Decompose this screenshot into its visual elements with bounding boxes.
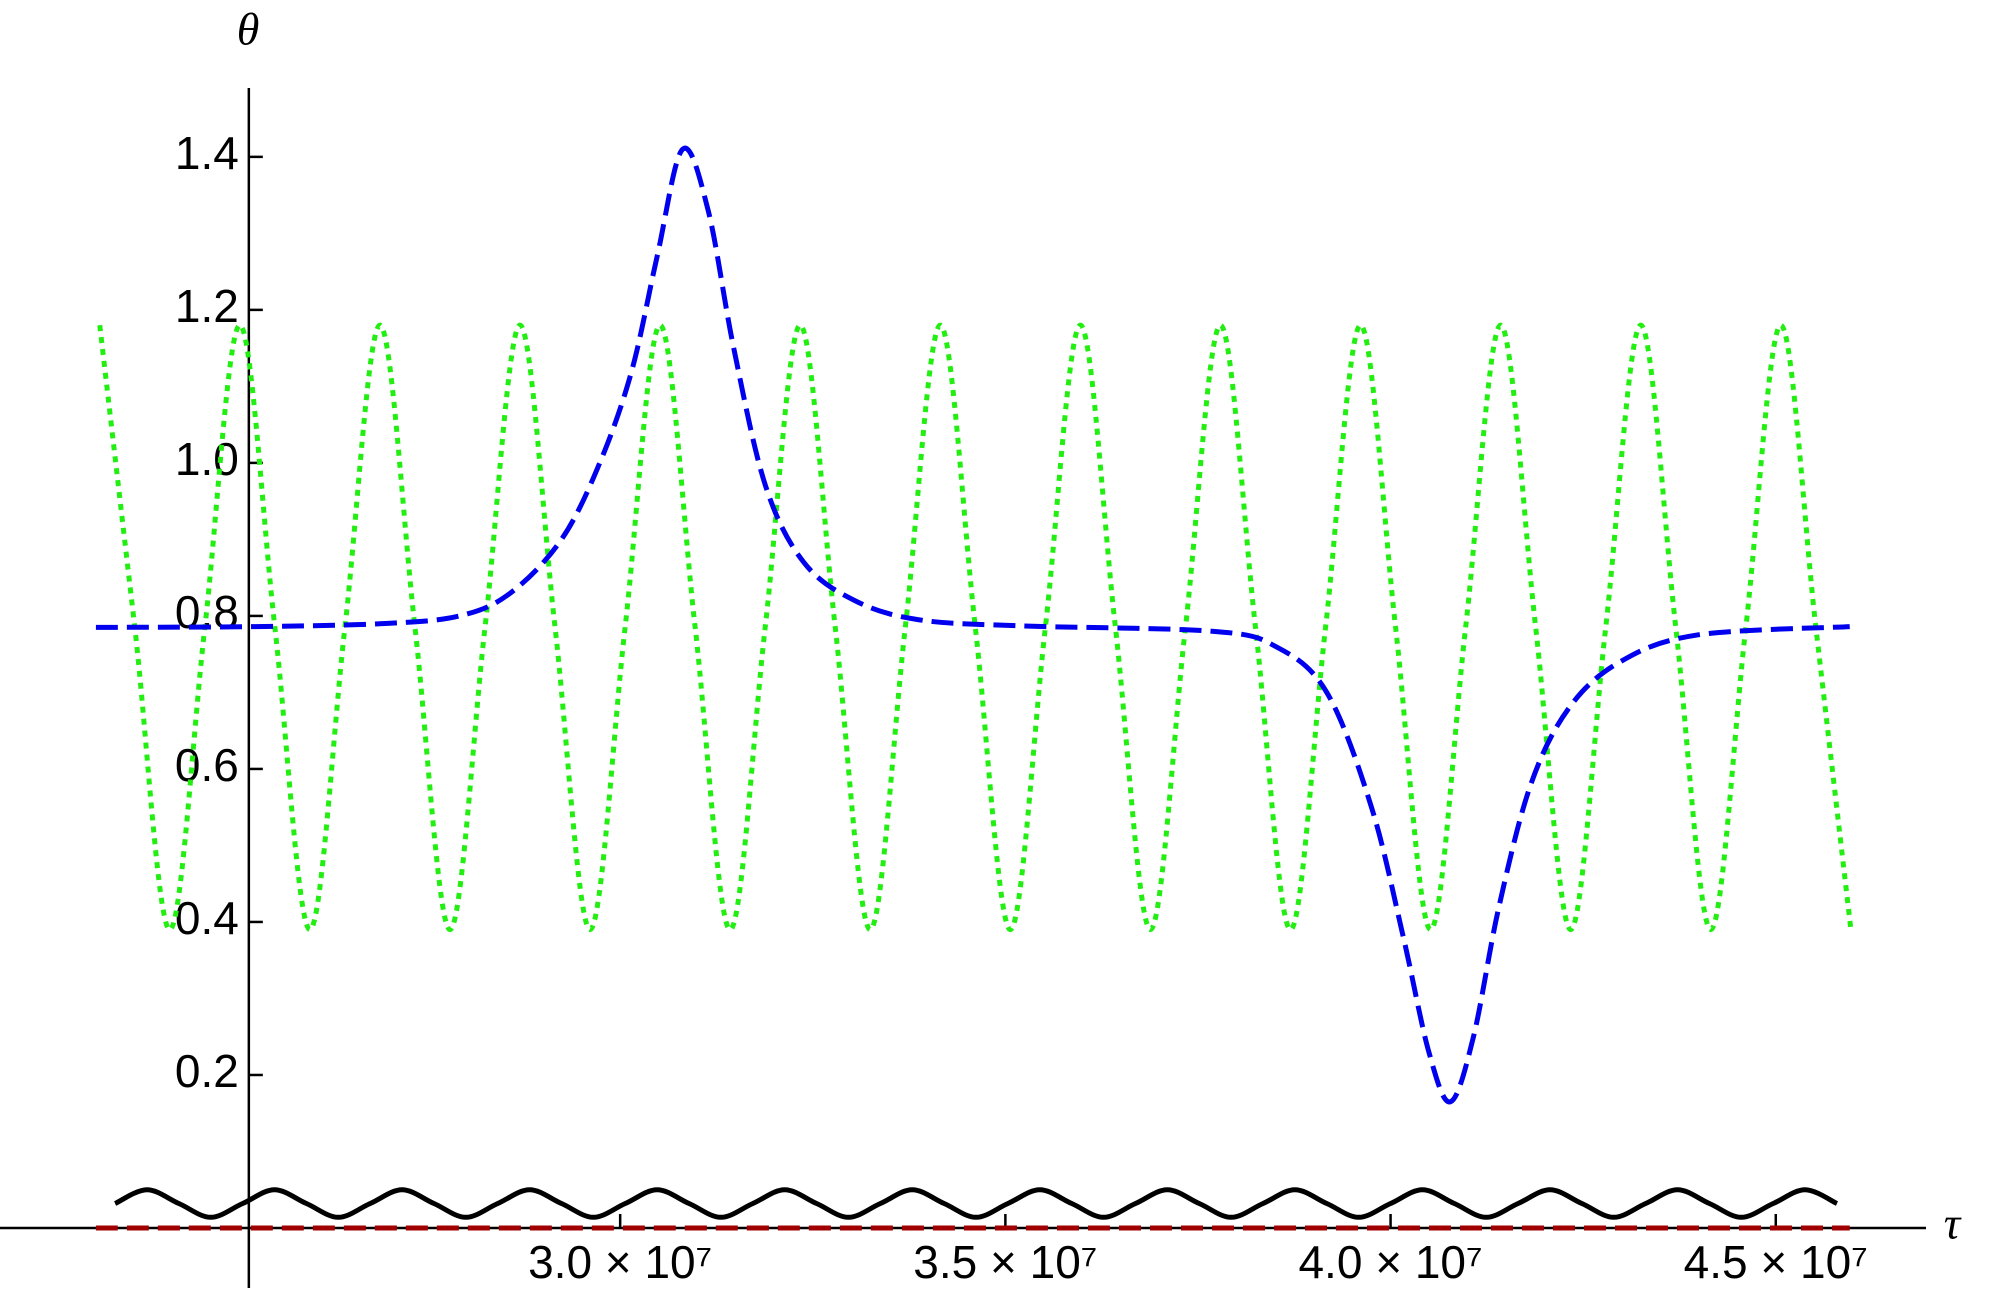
x-axis-label: τ bbox=[1944, 1198, 1962, 1249]
x-tick-label: 4.5 × 10⁷ bbox=[1684, 1236, 1868, 1288]
y-tick-label: 1.4 bbox=[175, 127, 239, 179]
x-tick-label: 3.5 × 10⁷ bbox=[913, 1236, 1097, 1288]
y-tick-label: 1.0 bbox=[175, 433, 239, 485]
series-line bbox=[95, 145, 1850, 1105]
y-tick-label: 0.2 bbox=[175, 1045, 239, 1097]
x-tick-label: 3.0 × 10⁷ bbox=[528, 1236, 712, 1288]
y-tick-label: 0.6 bbox=[175, 739, 239, 791]
x-tick-label: 4.0 × 10⁷ bbox=[1298, 1236, 1482, 1288]
series-line bbox=[97, 322, 1854, 933]
y-tick-label: 1.2 bbox=[175, 280, 239, 332]
y-axis-label: θ bbox=[237, 4, 260, 55]
y-tick-label: 0.4 bbox=[175, 892, 239, 944]
series-line bbox=[113, 1187, 1839, 1220]
